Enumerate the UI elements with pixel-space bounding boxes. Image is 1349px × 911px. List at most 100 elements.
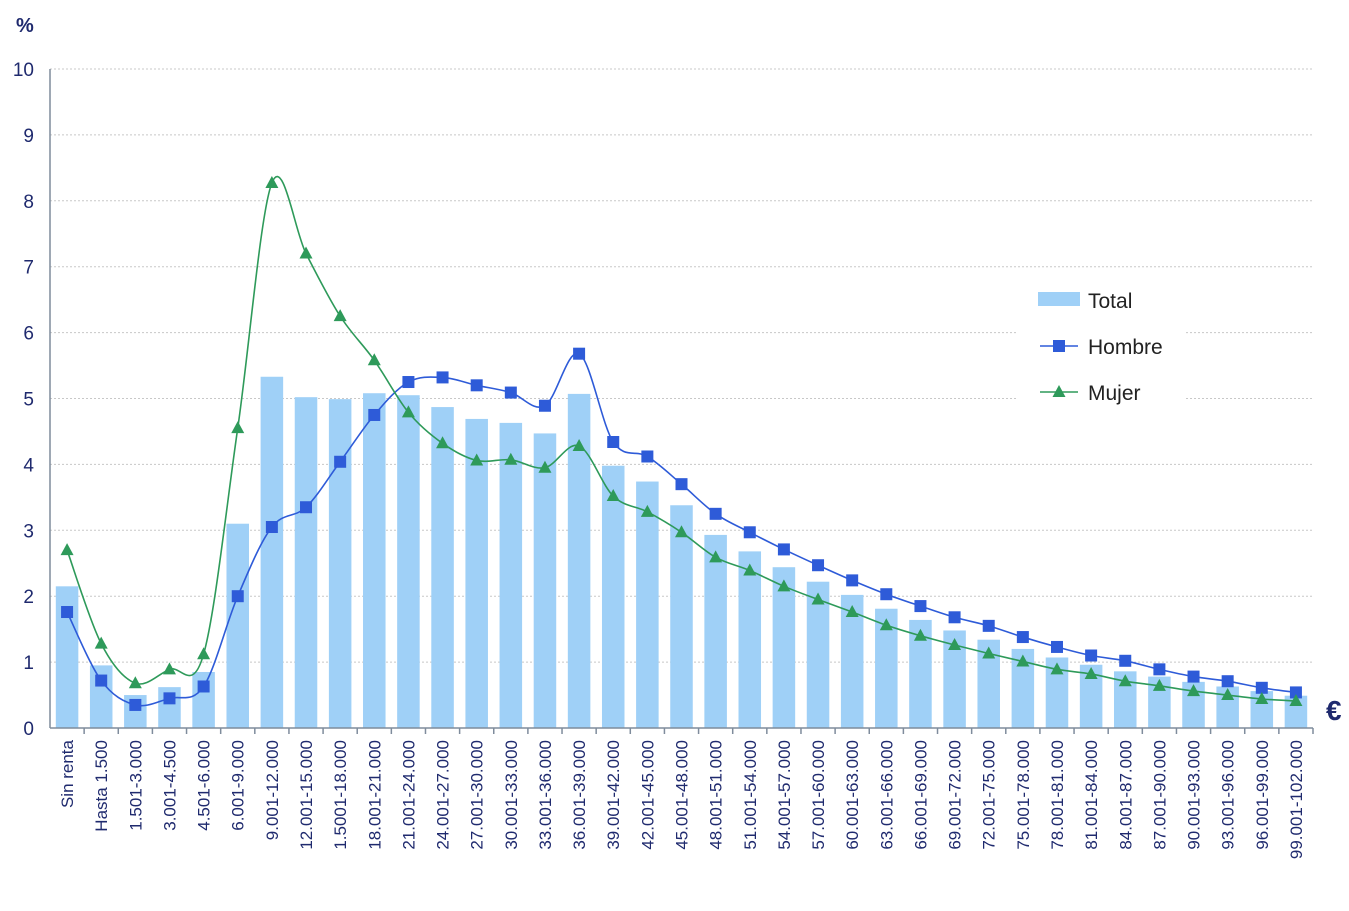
legend-label-mujer: Mujer xyxy=(1088,382,1141,405)
point-mujer xyxy=(811,592,825,605)
point-hombre xyxy=(1221,675,1234,688)
point-mujer xyxy=(1187,684,1201,697)
point-hombre xyxy=(743,526,756,539)
x-tick-label: 39.001-42.000 xyxy=(604,740,623,850)
x-axis-unit-label: € xyxy=(1326,695,1342,726)
x-tick-label: 96.001-99.000 xyxy=(1253,740,1272,850)
point-mujer xyxy=(913,628,927,641)
bar-total xyxy=(840,594,864,728)
x-tick-label: 45.001-48.000 xyxy=(673,740,692,850)
bar-total xyxy=(1216,686,1239,728)
point-hombre xyxy=(163,692,176,705)
point-hombre xyxy=(1255,681,1268,694)
bar-total xyxy=(636,481,659,728)
point-hombre xyxy=(1050,640,1063,653)
y-tick-label: 2 xyxy=(23,587,34,608)
bar-total xyxy=(1250,691,1274,728)
point-mujer xyxy=(709,550,723,563)
y-axis-unit-label: % xyxy=(16,15,34,37)
point-mujer xyxy=(1118,674,1132,687)
point-mujer xyxy=(777,579,791,592)
point-hombre xyxy=(641,450,654,463)
point-mujer xyxy=(162,662,176,675)
point-hombre xyxy=(812,559,825,572)
legend-label-hombre: Hombre xyxy=(1088,336,1163,359)
point-hombre xyxy=(777,543,790,556)
x-tick-label: 93.001-96.000 xyxy=(1219,740,1238,850)
point-hombre xyxy=(709,507,722,520)
point-mujer xyxy=(1255,692,1269,705)
bar-total xyxy=(431,407,454,728)
bar-total xyxy=(909,619,932,728)
point-mujer xyxy=(572,438,586,451)
bar-total xyxy=(943,630,966,728)
point-mujer xyxy=(1050,662,1064,675)
y-tick-label: 8 xyxy=(23,192,34,213)
point-hombre xyxy=(436,371,449,384)
point-hombre xyxy=(948,611,961,624)
bar-total xyxy=(1045,657,1069,728)
x-tick-label: 48.001-51.000 xyxy=(707,740,726,850)
point-mujer xyxy=(675,525,688,538)
x-tick-label: 72.001-75.000 xyxy=(980,740,999,850)
point-mujer xyxy=(504,452,518,465)
bar-total xyxy=(806,581,830,728)
x-tick-label: 81.001-84.000 xyxy=(1082,740,1101,850)
bar-total xyxy=(1011,648,1035,728)
bar-total xyxy=(875,608,898,728)
bar-total xyxy=(601,465,625,728)
point-mujer xyxy=(401,405,415,418)
point-mujer xyxy=(1221,688,1235,701)
x-tick-label: 27.001-30.000 xyxy=(468,740,487,850)
x-tick-label: 18.001-21.000 xyxy=(365,740,384,850)
y-tick-label: 10 xyxy=(13,60,34,81)
point-mujer xyxy=(265,176,279,189)
point-mujer xyxy=(982,646,996,659)
x-tick-label: 78.001-81.000 xyxy=(1048,740,1067,850)
point-hombre xyxy=(61,606,74,619)
bar-total xyxy=(704,534,727,728)
point-hombre xyxy=(368,408,381,421)
legend-marker-hombre xyxy=(1053,340,1065,352)
x-tick-label: 54.001-57.000 xyxy=(775,740,794,850)
y-tick-label: 5 xyxy=(23,390,34,411)
point-hombre xyxy=(1119,654,1132,667)
y-tick-label: 0 xyxy=(23,719,34,740)
x-tick-label: 12.001-15.000 xyxy=(297,740,316,850)
x-tick-label: 63.001-66.000 xyxy=(877,740,896,850)
x-tick-label: 69.001-72.000 xyxy=(946,740,965,850)
point-mujer xyxy=(470,453,484,466)
x-tick-label: 24.001-27.000 xyxy=(434,740,453,850)
bar-total xyxy=(977,639,1000,728)
bar-total xyxy=(226,523,250,728)
point-hombre xyxy=(880,588,893,601)
y-tick-label: 7 xyxy=(23,258,34,279)
x-tick-label: 75.001-78.000 xyxy=(1014,740,1033,850)
x-tick-label: 3.001-4.500 xyxy=(160,740,179,831)
point-hombre xyxy=(914,600,927,613)
point-hombre xyxy=(982,619,995,632)
point-mujer xyxy=(1152,678,1166,691)
axis-layer: % € 0 1 2 3 4 5 6 7 8 9 10 Sin renta Hasta 1.500 1.50… xyxy=(13,15,1342,859)
x-tick-label: 36.001-39.000 xyxy=(570,740,589,850)
bar-total xyxy=(1079,664,1103,728)
point-hombre xyxy=(334,455,347,468)
bar-total xyxy=(328,399,352,728)
bar-total xyxy=(294,397,318,728)
x-tick-label: Sin renta xyxy=(58,739,77,808)
bar-layer xyxy=(55,376,1308,728)
point-hombre xyxy=(1153,663,1166,676)
point-mujer xyxy=(879,618,893,631)
line-mujer xyxy=(66,175,1296,702)
bar-total xyxy=(192,671,215,728)
point-mujer xyxy=(948,637,962,650)
point-hombre xyxy=(300,501,313,514)
bar-total xyxy=(772,567,796,728)
x-tick-label: 9.001-12.000 xyxy=(263,740,282,840)
y-tick-label: 1 xyxy=(23,653,34,674)
bar-total xyxy=(260,376,284,728)
point-hombre xyxy=(573,347,586,360)
point-hombre xyxy=(1187,670,1200,683)
legend-swatch-total xyxy=(1038,292,1080,306)
